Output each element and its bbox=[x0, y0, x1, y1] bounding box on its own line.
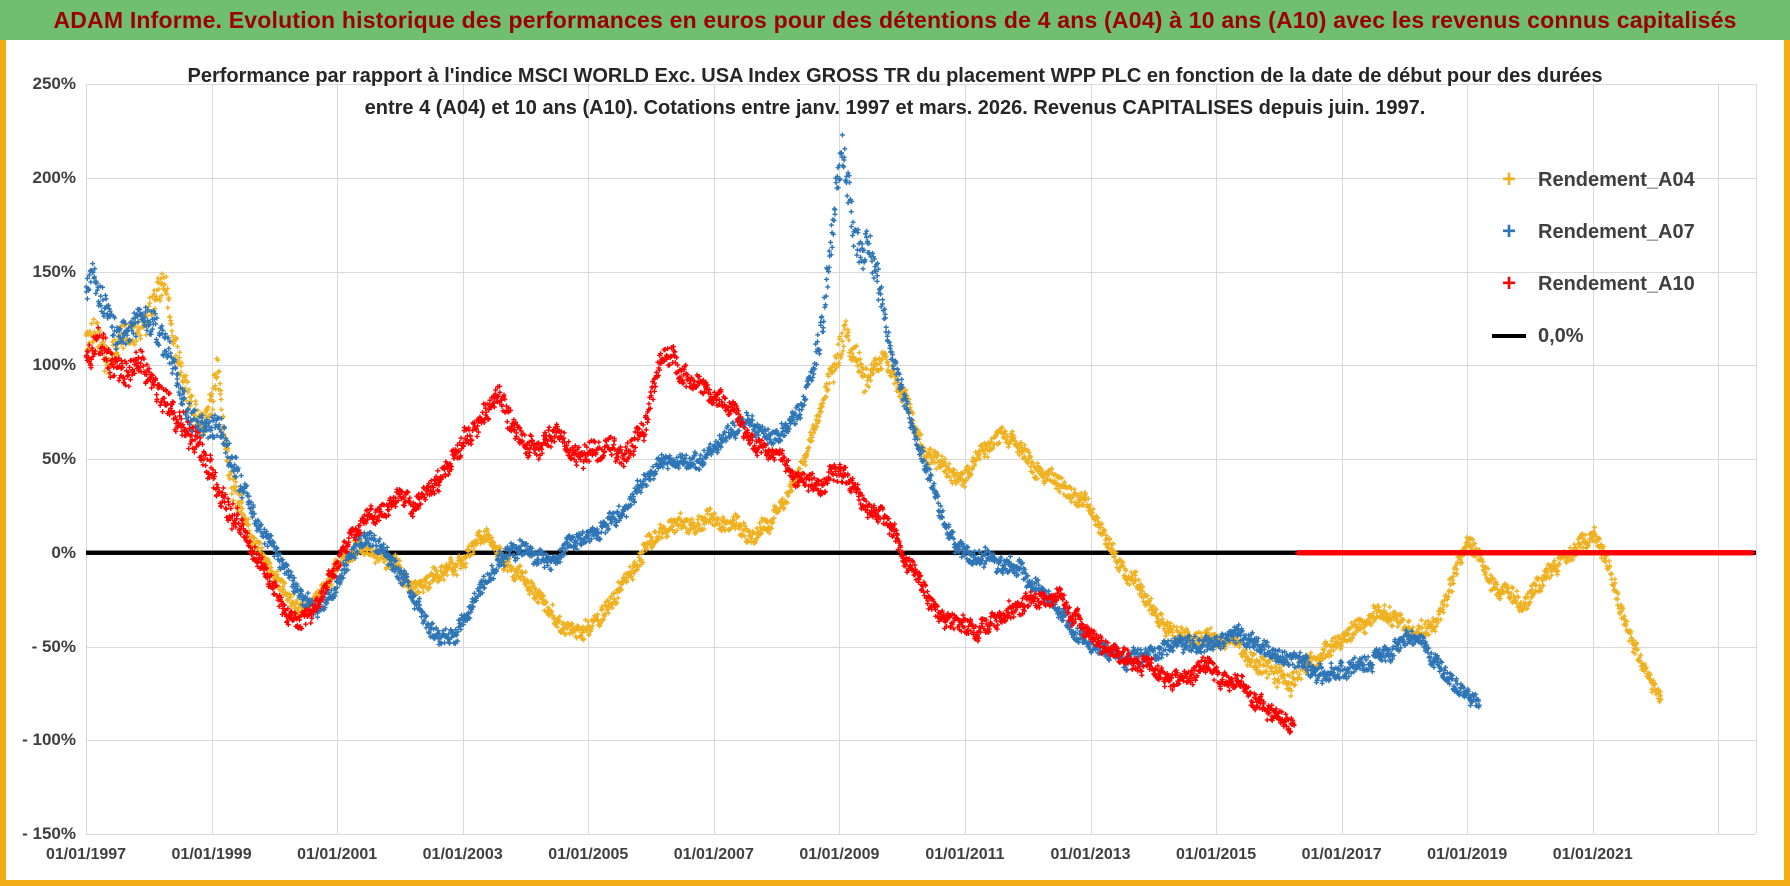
banner-title: ADAM Informe. Evolution historique des p… bbox=[0, 0, 1790, 40]
x-tick-label: 01/01/2017 bbox=[1301, 846, 1382, 863]
y-tick-label: 100% bbox=[32, 355, 76, 375]
x-tick-label: 01/01/2005 bbox=[548, 846, 629, 863]
y-tick-label: 150% bbox=[32, 261, 76, 281]
legend-item-rendement-a04[interactable]: + Rendement_A04 bbox=[1492, 154, 1695, 206]
y-tick-label: 250% bbox=[32, 74, 76, 93]
plus-marker-icon: + bbox=[1501, 218, 1516, 245]
x-tick-label: 01/01/2011 bbox=[925, 846, 1005, 863]
plus-marker-icon: + bbox=[1501, 166, 1516, 193]
x-tick-label: 01/01/1999 bbox=[171, 846, 252, 863]
legend-item-rendement-a10[interactable]: + Rendement_A10 bbox=[1492, 258, 1695, 310]
y-tick-label: - 100% bbox=[22, 730, 76, 750]
legend-label: Rendement_A07 bbox=[1538, 220, 1695, 243]
chart-title-line1: Performance par rapport à l'indice MSCI … bbox=[187, 65, 1603, 87]
x-tick-label: 01/01/1997 bbox=[45, 846, 127, 863]
zero-line-swatch-icon bbox=[1492, 334, 1526, 338]
y-tick-label: 0% bbox=[51, 542, 76, 562]
chart-title-line2: entre 4 (A04) et 10 ans (A10). Cotations… bbox=[364, 97, 1426, 119]
legend-item-zero-line[interactable]: 0,0% bbox=[1492, 310, 1695, 362]
frame-right-strip bbox=[1784, 40, 1790, 886]
plus-marker-icon: + bbox=[1501, 270, 1516, 297]
legend-label: 0,0% bbox=[1538, 324, 1584, 347]
x-tick-label: 01/01/2021 bbox=[1552, 846, 1633, 863]
frame-left-strip bbox=[0, 40, 6, 886]
x-tick-label: 01/01/2009 bbox=[799, 846, 880, 863]
frame-bottom-strip bbox=[0, 880, 1790, 886]
x-tick-label: 01/01/2015 bbox=[1176, 846, 1257, 863]
y-tick-label: 200% bbox=[32, 167, 76, 187]
x-tick-label: 01/01/2007 bbox=[673, 846, 754, 863]
legend-label: Rendement_A10 bbox=[1538, 272, 1695, 295]
banner-title-text: ADAM Informe. Evolution historique des p… bbox=[53, 6, 1737, 33]
chart-legend: + Rendement_A04 + Rendement_A07 + Rendem… bbox=[1492, 154, 1695, 362]
x-tick-label: 01/01/2013 bbox=[1050, 846, 1131, 863]
legend-label: Rendement_A04 bbox=[1538, 168, 1695, 191]
x-tick-label: 01/01/2003 bbox=[422, 846, 503, 863]
y-tick-label: 50% bbox=[41, 449, 76, 468]
y-tick-label: - 150% bbox=[22, 824, 76, 843]
x-tick-label: 01/01/2019 bbox=[1427, 846, 1508, 863]
legend-item-rendement-a07[interactable]: + Rendement_A07 bbox=[1492, 206, 1695, 258]
x-tick-label: 01/01/2001 bbox=[297, 846, 378, 863]
chart-title: Performance par rapport à l'indice MSCI … bbox=[150, 60, 1640, 124]
y-tick-label: - 50% bbox=[31, 636, 76, 656]
